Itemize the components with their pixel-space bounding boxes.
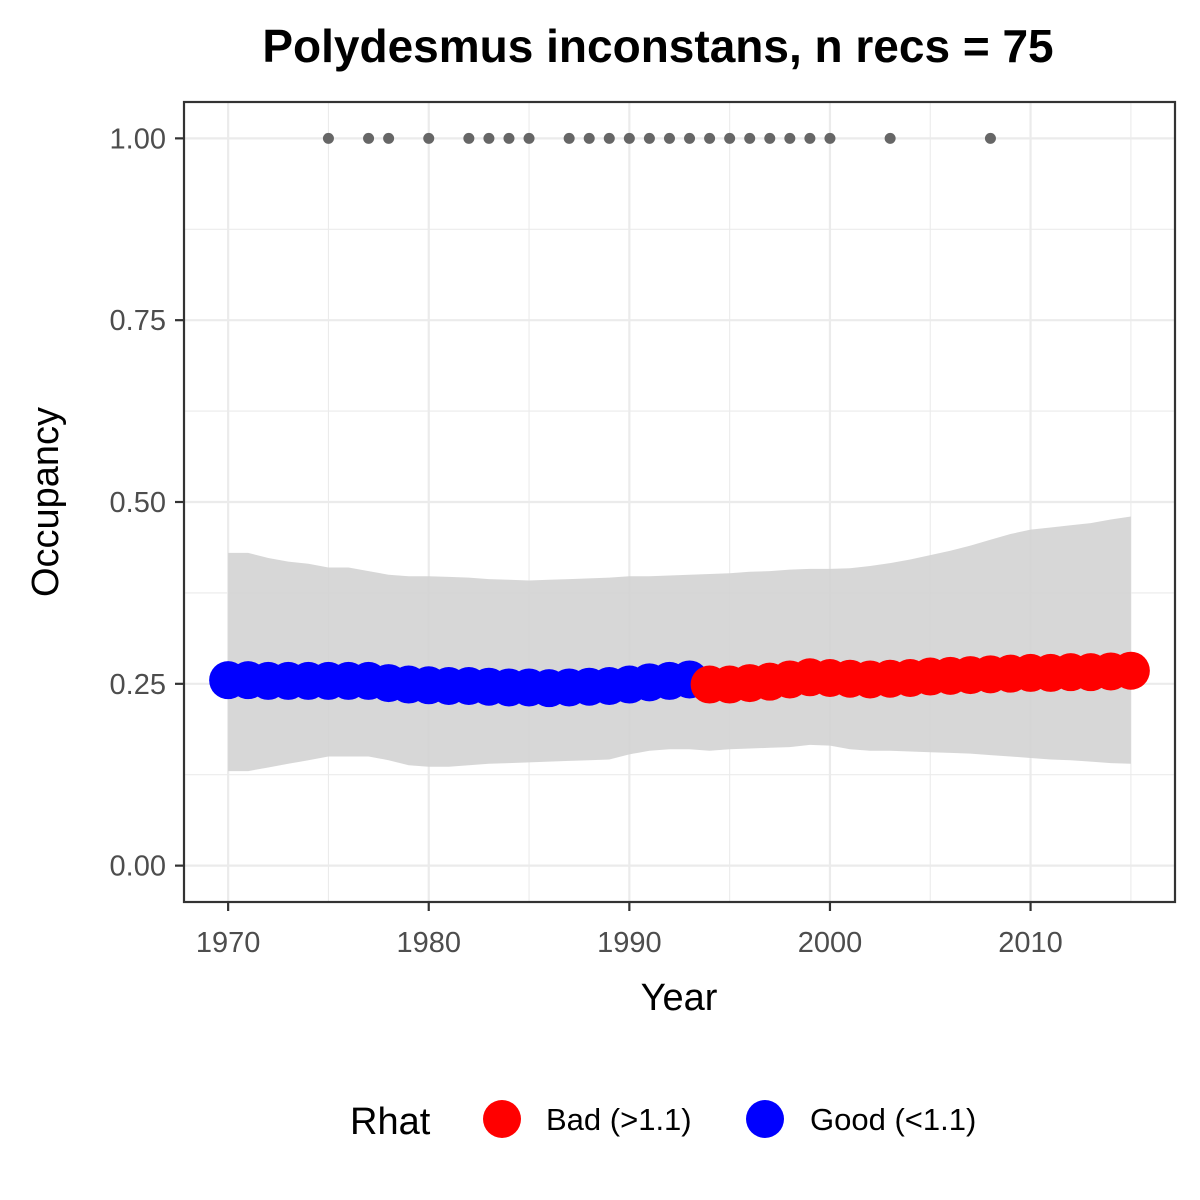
- x-tick-label: 1990: [597, 927, 662, 959]
- x-axis: 1970 1980 1990 2000 2010: [196, 902, 1063, 959]
- occupancy-point-bad: [1111, 651, 1150, 690]
- legend-key-good: [746, 1100, 784, 1138]
- record-point: [684, 132, 696, 144]
- legend: Rhat Bad (>1.1) Good (<1.1): [350, 1100, 976, 1143]
- record-point: [623, 132, 635, 144]
- record-point: [423, 132, 435, 144]
- x-tick-label: 1980: [396, 927, 461, 959]
- x-axis-title: Year: [641, 977, 718, 1019]
- record-point: [322, 132, 334, 144]
- y-tick-label: 0.75: [110, 305, 166, 337]
- record-point: [704, 132, 716, 144]
- record-point: [804, 132, 816, 144]
- x-tick-label: 2010: [998, 927, 1063, 959]
- record-point: [383, 132, 395, 144]
- record-point: [563, 132, 575, 144]
- record-point: [784, 132, 796, 144]
- y-tick-label: 0.00: [110, 851, 166, 883]
- legend-label-bad: Bad (>1.1): [546, 1102, 692, 1137]
- legend-label-good: Good (<1.1): [810, 1102, 976, 1137]
- record-point: [744, 132, 756, 144]
- record-point: [663, 132, 675, 144]
- x-tick-label: 1970: [196, 927, 261, 959]
- y-axis-title: Occupancy: [25, 407, 67, 597]
- record-point: [583, 132, 595, 144]
- y-tick-label: 0.50: [110, 487, 166, 519]
- y-axis: 0.00 0.25 0.50 0.75 1.00: [110, 123, 184, 883]
- record-point: [643, 132, 655, 144]
- record-point: [523, 132, 535, 144]
- record-point: [483, 132, 495, 144]
- x-tick-label: 2000: [798, 927, 863, 959]
- record-point: [463, 132, 475, 144]
- record-point: [724, 132, 736, 144]
- occupancy-points: [209, 651, 1150, 708]
- record-point: [603, 132, 615, 144]
- record-point: [764, 132, 776, 144]
- plot-panel: [182, 100, 1177, 904]
- legend-title: Rhat: [350, 1101, 431, 1143]
- chart-title: Polydesmus inconstans, n recs = 75: [262, 20, 1053, 72]
- record-point: [884, 132, 896, 144]
- record-point: [363, 132, 375, 144]
- record-points: [322, 132, 996, 144]
- record-point: [984, 132, 996, 144]
- confidence-ribbon: [228, 516, 1131, 772]
- record-point: [503, 132, 515, 144]
- record-point: [824, 132, 836, 144]
- y-tick-label: 0.25: [110, 669, 166, 701]
- legend-key-bad: [483, 1100, 521, 1138]
- y-tick-label: 1.00: [110, 123, 166, 155]
